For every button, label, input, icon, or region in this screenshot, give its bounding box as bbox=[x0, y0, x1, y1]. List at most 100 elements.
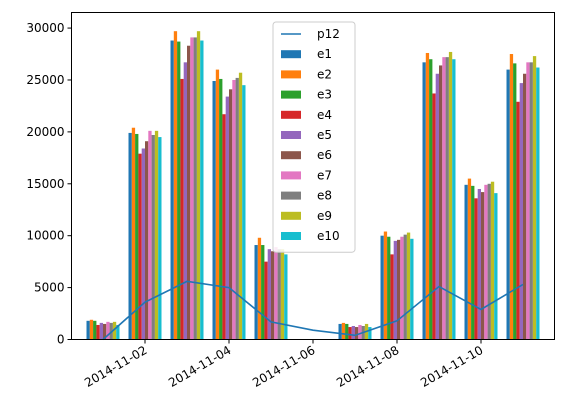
bar-e6-2014-11-09 bbox=[439, 65, 443, 340]
bar-e4-2014-11-08 bbox=[390, 254, 394, 340]
y-tick-label-5000: 5000 bbox=[34, 281, 65, 295]
legend-swatch-e9 bbox=[281, 211, 301, 220]
bar-e4-2014-11-02 bbox=[138, 153, 142, 340]
bar-e10-2014-11-04 bbox=[242, 85, 246, 340]
y-tick-label-10000: 10000 bbox=[26, 229, 64, 243]
bar-e6-2014-11-11 bbox=[523, 73, 527, 340]
bar-e1-2014-11-04 bbox=[212, 81, 216, 340]
y-axis: 0 5000 10000 15000 20000 25000 30000 bbox=[26, 21, 72, 347]
bar-e2-2014-11-07 bbox=[341, 322, 346, 340]
bar-e9-2014-11-09 bbox=[448, 51, 453, 340]
bar-e6-2014-11-03 bbox=[187, 45, 191, 340]
bar-e7-2014-11-08 bbox=[400, 236, 404, 340]
y-tick-label-30000: 30000 bbox=[26, 21, 64, 35]
bar-e10-2014-11-10 bbox=[494, 193, 498, 340]
bar-e9-2014-11-10 bbox=[490, 181, 495, 340]
bar-e7-2014-11-07 bbox=[358, 324, 362, 340]
bar-e8-2014-11-09 bbox=[445, 57, 449, 340]
bar-e9-2014-11-01 bbox=[112, 321, 117, 340]
bar-e2-2014-11-04 bbox=[215, 69, 220, 340]
bar-e7-2014-11-04 bbox=[232, 79, 236, 340]
bar-e10-2014-11-09 bbox=[452, 59, 456, 340]
y-tick-label-20000: 20000 bbox=[26, 125, 64, 139]
bar-e2-2014-11-03 bbox=[173, 31, 178, 340]
bar-e2-2014-11-11 bbox=[509, 54, 514, 340]
bar-e10-2014-11-05 bbox=[284, 254, 288, 340]
bar-e5-2014-11-09 bbox=[435, 73, 439, 340]
bar-e9-2014-11-02 bbox=[154, 130, 159, 340]
bar-e5-2014-11-07 bbox=[351, 326, 355, 340]
line-p12 bbox=[102, 280, 524, 341]
legend-swatch-e8 bbox=[281, 191, 301, 200]
bar-e7-2014-11-03 bbox=[190, 37, 194, 340]
bar-e7-2014-11-05 bbox=[274, 247, 278, 340]
x-tick-label-2014-11-04: 2014-11-04 bbox=[166, 343, 233, 390]
bar-e4-2014-11-04 bbox=[222, 114, 226, 340]
bar-e4-2014-11-07 bbox=[348, 327, 352, 340]
bar-e8-2014-11-03 bbox=[193, 37, 197, 340]
bar-e6-2014-11-02 bbox=[145, 141, 149, 340]
bar-e7-2014-11-01 bbox=[106, 321, 110, 340]
bar-e4-2014-11-10 bbox=[474, 198, 478, 340]
bar-e3-2014-11-01 bbox=[93, 320, 97, 340]
bar-e3-2014-11-03 bbox=[177, 41, 181, 340]
legend-label-e1: e1 bbox=[317, 47, 332, 61]
bar-e1-2014-11-11 bbox=[506, 69, 510, 340]
legend-label-e7: e7 bbox=[317, 168, 332, 182]
bar-e6-2014-11-10 bbox=[481, 192, 485, 340]
bar-e8-2014-11-05 bbox=[277, 249, 281, 340]
legend-swatch-e3 bbox=[281, 90, 301, 99]
bar-e2-2014-11-05 bbox=[257, 237, 262, 340]
bar-e5-2014-11-04 bbox=[225, 96, 229, 340]
legend-swatch-e10 bbox=[281, 232, 301, 240]
bar-e6-2014-11-07 bbox=[355, 327, 359, 340]
bar-e8-2014-11-08 bbox=[403, 234, 407, 340]
bar-e9-2014-11-08 bbox=[406, 232, 411, 340]
legend-label-e6: e6 bbox=[317, 148, 332, 162]
bar-e5-2014-11-11 bbox=[519, 83, 523, 340]
bar-e3-2014-11-05 bbox=[261, 245, 265, 340]
legend-swatch-e6 bbox=[281, 151, 301, 160]
bar-e3-2014-11-11 bbox=[513, 63, 517, 340]
bar-e1-2014-11-09 bbox=[422, 62, 426, 340]
y-tick-label-25000: 25000 bbox=[26, 73, 64, 87]
bar-e4-2014-11-03 bbox=[180, 78, 184, 340]
bar-e9-2014-11-11 bbox=[532, 56, 537, 340]
legend-label-p12: p12 bbox=[317, 27, 340, 41]
bar-e8-2014-11-04 bbox=[235, 77, 239, 340]
y-tick-label-0: 0 bbox=[57, 333, 65, 347]
bar-e2-2014-11-02 bbox=[131, 127, 136, 340]
bar-e7-2014-11-10 bbox=[484, 184, 488, 340]
bar-e1-2014-11-10 bbox=[464, 184, 468, 340]
legend: p12 e1 e2 e3 e4 e5 e6 e7 e8 e9 e10 bbox=[272, 21, 356, 253]
legend-label-e10: e10 bbox=[317, 229, 340, 243]
bar-e1-2014-11-01 bbox=[86, 320, 90, 340]
bar-e1-2014-11-08 bbox=[380, 235, 384, 340]
bar-e7-2014-11-11 bbox=[526, 62, 530, 340]
legend-label-e2: e2 bbox=[317, 67, 332, 81]
bar-e10-2014-11-11 bbox=[536, 67, 540, 340]
legend-swatch-e4 bbox=[281, 110, 301, 119]
bar-e1-2014-11-05 bbox=[254, 245, 258, 340]
bar-e4-2014-11-01 bbox=[96, 324, 100, 340]
bar-e5-2014-11-08 bbox=[393, 240, 397, 340]
legend-label-e4: e4 bbox=[317, 108, 332, 122]
bar-e10-2014-11-03 bbox=[200, 40, 204, 340]
bar-e6-2014-11-04 bbox=[229, 89, 233, 340]
bar-e4-2014-11-09 bbox=[432, 93, 436, 340]
bar-e6-2014-11-08 bbox=[397, 239, 401, 340]
legend-label-e5: e5 bbox=[317, 128, 332, 142]
x-tick-label-2014-11-08: 2014-11-08 bbox=[334, 343, 401, 390]
bar-e3-2014-11-09 bbox=[429, 59, 433, 340]
bar-e1-2014-11-03 bbox=[170, 40, 174, 340]
bar-e5-2014-11-01 bbox=[99, 322, 103, 340]
x-tick-label-2014-11-02: 2014-11-02 bbox=[82, 343, 149, 390]
bar-e3-2014-11-10 bbox=[471, 185, 475, 340]
bar-e3-2014-11-02 bbox=[135, 133, 139, 340]
line-layer bbox=[102, 280, 524, 341]
bar-e3-2014-11-08 bbox=[387, 236, 391, 340]
bar-e1-2014-11-02 bbox=[128, 132, 132, 340]
legend-label-e9: e9 bbox=[317, 209, 332, 223]
bar-e10-2014-11-01 bbox=[116, 324, 120, 340]
